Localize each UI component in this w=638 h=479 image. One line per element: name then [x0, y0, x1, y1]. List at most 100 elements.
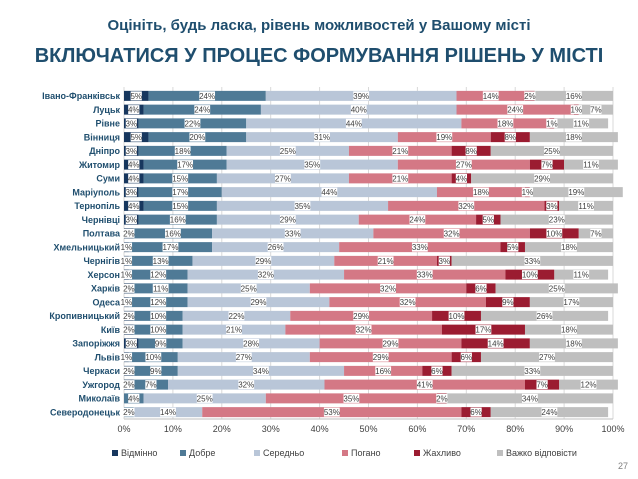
data-label-bg — [590, 105, 602, 115]
data-label-bg — [475, 325, 492, 335]
data-label-bg — [196, 393, 213, 403]
category-label: Миколаїв — [79, 394, 121, 404]
category-label: Івано-Франківськ — [42, 91, 120, 101]
data-label-bg — [565, 91, 582, 101]
x-tick-label: 10% — [164, 424, 182, 434]
data-label-bg — [431, 366, 443, 376]
data-label: 2% — [123, 326, 135, 335]
data-label: 2% — [123, 284, 135, 293]
data-label: 18% — [561, 243, 577, 252]
data-label: 3% — [126, 339, 138, 348]
data-label-bg — [321, 187, 338, 197]
data-label: 1% — [121, 271, 133, 280]
data-label-bg — [152, 256, 169, 266]
data-label-bg — [165, 228, 181, 238]
data-label: 2% — [436, 394, 448, 403]
data-label-bg — [502, 297, 514, 307]
data-label-bg — [169, 215, 186, 225]
data-label: 34% — [522, 394, 538, 403]
data-label-bg — [578, 201, 595, 211]
legend-swatch — [497, 450, 503, 456]
data-label: 29% — [373, 353, 389, 362]
data-label-bg — [120, 242, 133, 252]
data-label-bg — [416, 270, 433, 280]
data-label-bg — [275, 173, 291, 183]
legend-label: Погано — [351, 448, 381, 458]
category-label: Тернопіль — [74, 201, 120, 211]
data-label: 32% — [258, 271, 274, 280]
data-label-bg — [314, 132, 330, 142]
data-label: 3% — [439, 257, 451, 266]
legend-label: Добре — [189, 448, 215, 458]
data-label: 8% — [505, 133, 517, 142]
data-label: 14% — [488, 339, 504, 348]
data-label: 33% — [524, 367, 540, 376]
data-label-bg — [521, 187, 534, 197]
data-label: 16% — [375, 367, 391, 376]
category-label: Чернівці — [82, 215, 120, 225]
data-label: 2% — [123, 367, 135, 376]
data-label-bg — [458, 201, 475, 211]
data-label-bg — [392, 173, 409, 183]
category-label: Дніпро — [89, 146, 120, 156]
data-label: 16% — [165, 229, 181, 238]
data-label: 4% — [456, 174, 468, 183]
data-label: 29% — [250, 298, 266, 307]
data-label: 2% — [123, 312, 135, 321]
data-label-bg — [172, 173, 189, 183]
data-label: 15% — [172, 174, 188, 183]
data-label-bg — [543, 146, 560, 156]
data-label-bg — [546, 201, 558, 211]
data-label-bg — [253, 366, 269, 376]
data-label-bg — [536, 380, 548, 390]
data-label-bg — [573, 270, 590, 280]
data-label-bg — [475, 283, 487, 293]
data-label: 28% — [243, 339, 259, 348]
data-label: 5% — [130, 92, 142, 101]
data-label-bg — [279, 146, 296, 156]
data-label-bg — [128, 160, 140, 170]
data-label: 10% — [145, 353, 161, 362]
data-label: 29% — [255, 257, 271, 266]
data-label-bg — [524, 366, 541, 376]
data-label: 25% — [241, 284, 257, 293]
category-label: Ужгород — [82, 380, 120, 390]
data-label: 13% — [153, 257, 169, 266]
data-label: 11% — [153, 284, 168, 293]
data-label-bg — [323, 407, 340, 417]
data-label-bg — [123, 407, 135, 417]
category-label: Харків — [91, 284, 121, 294]
data-label-bg — [482, 215, 494, 225]
data-label-bg — [546, 228, 563, 238]
data-label: 7% — [541, 161, 553, 170]
data-label-bg — [482, 91, 499, 101]
data-label: 6% — [461, 353, 473, 362]
data-label-bg — [455, 160, 472, 170]
x-tick-label: 60% — [408, 424, 426, 434]
data-label-bg — [548, 215, 565, 225]
data-label-bg — [125, 118, 137, 128]
data-label-bg — [409, 215, 426, 225]
data-label: 2% — [123, 229, 135, 238]
data-label-bg — [145, 380, 157, 390]
data-label: 29% — [382, 339, 398, 348]
x-tick-label: 80% — [506, 424, 524, 434]
data-label-bg — [267, 242, 284, 252]
data-label-bg — [465, 146, 477, 156]
data-label-bg — [436, 132, 453, 142]
data-label-bg — [580, 380, 597, 390]
data-label: 11% — [574, 119, 589, 128]
data-label-bg — [524, 91, 536, 101]
legend-label: Важко відповісти — [506, 448, 577, 458]
data-label-bg — [355, 325, 372, 335]
data-label: 16% — [566, 92, 582, 101]
data-label: 18% — [473, 188, 489, 197]
data-label: 31% — [314, 133, 330, 142]
data-label-bg — [372, 352, 389, 362]
data-label-bg — [416, 380, 433, 390]
category-label: Одеса — [93, 297, 121, 307]
data-label-bg — [150, 270, 167, 280]
data-label: 18% — [561, 326, 577, 335]
data-label: 17% — [172, 188, 188, 197]
data-label: 27% — [275, 174, 291, 183]
